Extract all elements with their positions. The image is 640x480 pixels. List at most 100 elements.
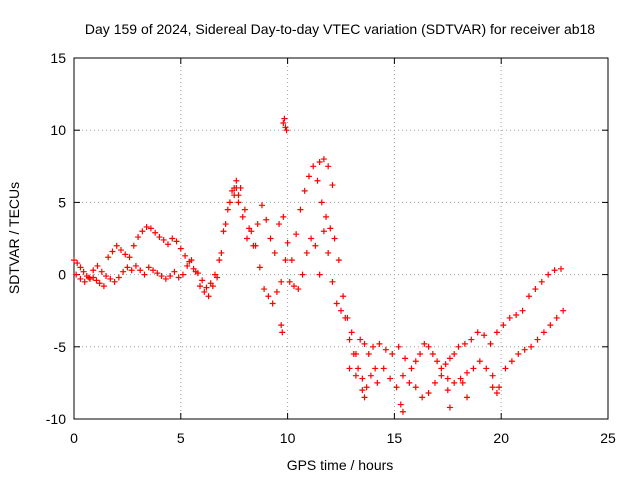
data-point [357,336,364,343]
data-point [145,264,152,271]
data-point [77,275,84,282]
data-point [126,254,133,261]
data-point [397,401,404,408]
data-point [115,274,122,281]
data-point [346,365,353,372]
data-point [93,277,100,284]
data-point [417,351,424,358]
data-point [124,264,131,271]
data-point [323,213,330,220]
data-point [402,355,409,362]
data-point [528,343,535,350]
data-point [132,262,139,269]
data-point [361,340,368,347]
data-point [301,187,308,194]
data-point [201,288,208,295]
data-point [338,307,344,314]
data-point [442,361,449,368]
data-point [273,288,280,295]
data-point [560,307,567,314]
data-point [94,262,101,269]
x-tick-label: 5 [177,430,185,446]
data-point [169,235,176,242]
data-point [502,365,509,372]
data-point [451,351,458,358]
data-point [220,228,227,235]
data-point [81,278,88,285]
data-point [476,358,483,365]
data-point [122,251,129,258]
data-point [412,358,419,365]
data-point [171,268,178,275]
data-point [139,228,146,235]
data-point [291,283,298,290]
data-point [297,206,304,213]
data-point [387,375,394,382]
y-tick-label: 10 [50,122,66,138]
data-point [429,351,436,358]
data-point [241,206,248,213]
data-point [98,268,105,275]
data-point [393,384,400,391]
data-point [226,199,233,206]
data-point [457,375,464,382]
data-point [359,375,366,382]
data-point [111,278,118,285]
data-point [459,379,466,386]
data-point [558,265,565,272]
data-point [143,223,150,230]
data-point [320,156,327,163]
data-point [438,372,445,379]
data-point [254,221,261,228]
data-point [182,252,189,259]
data-point [412,384,419,391]
data-point [152,229,159,236]
x-axis-label: GPS time / hours [287,457,394,473]
data-point [474,329,481,336]
data-point [74,260,81,267]
data-point [80,268,87,275]
y-tick-label: -5 [54,339,67,355]
data-point [308,235,315,242]
x-tick-label: 20 [493,430,509,446]
data-point [325,249,332,256]
data-point [446,404,453,411]
data-point [425,390,432,397]
data-point [327,225,334,232]
data-point [87,275,94,282]
data-point [203,284,210,291]
data-point [177,245,184,252]
data-point [214,274,221,281]
data-point [470,365,477,372]
data-point [359,387,366,394]
data-point [150,267,157,274]
data-point [188,257,195,264]
data-point [128,267,135,274]
data-point [318,199,325,206]
data-point [216,257,223,264]
data-point [167,273,174,280]
x-tick-labels: 0 5 10 15 20 25 [70,430,616,446]
data-point [464,394,471,401]
data-point [279,329,286,336]
data-point [320,228,327,235]
data-point [252,242,259,249]
data-point [278,278,285,285]
data-point [73,271,80,278]
data-point [382,346,389,353]
data-point [218,249,225,256]
data-point [239,213,246,220]
data-point [303,249,310,256]
data-point [461,340,468,347]
y-tick-label: 5 [58,194,66,210]
data-point [280,213,287,220]
y-tick-label: 0 [58,267,66,283]
data-point [545,271,552,278]
data-point [444,387,451,394]
data-point [406,379,413,386]
data-point [525,293,532,300]
data-point [342,314,349,321]
data-point [282,124,289,131]
data-point [540,329,547,336]
